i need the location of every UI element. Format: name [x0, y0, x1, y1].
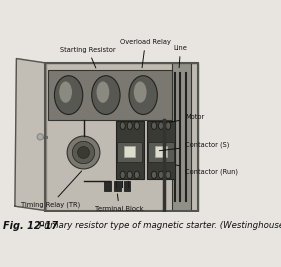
Ellipse shape: [151, 122, 157, 129]
Text: Fig. 12-17: Fig. 12-17: [3, 221, 58, 231]
Bar: [115, 121, 144, 179]
Bar: [124, 146, 135, 157]
Bar: [45, 63, 198, 211]
Ellipse shape: [59, 81, 72, 103]
Bar: [155, 146, 167, 157]
Text: Timing Relay (TR): Timing Relay (TR): [21, 171, 82, 208]
Circle shape: [38, 135, 42, 139]
Ellipse shape: [134, 171, 139, 179]
Circle shape: [72, 141, 95, 164]
Polygon shape: [45, 63, 46, 211]
Text: Contactor (Run): Contactor (Run): [176, 165, 238, 175]
Ellipse shape: [134, 81, 147, 103]
Polygon shape: [15, 58, 46, 211]
Ellipse shape: [166, 122, 171, 129]
Bar: [45, 63, 198, 211]
Ellipse shape: [158, 122, 164, 129]
Bar: [124, 181, 130, 191]
Ellipse shape: [92, 76, 120, 115]
Bar: [114, 181, 121, 191]
Ellipse shape: [97, 81, 109, 103]
Circle shape: [37, 134, 43, 140]
Text: Line: Line: [173, 45, 187, 68]
Ellipse shape: [129, 76, 157, 115]
Circle shape: [78, 147, 89, 159]
Ellipse shape: [127, 122, 132, 129]
Bar: [147, 121, 175, 179]
Text: Motor: Motor: [171, 115, 204, 122]
Ellipse shape: [151, 171, 157, 179]
Text: Starting Resistor: Starting Resistor: [60, 47, 116, 68]
Bar: [117, 142, 142, 162]
Ellipse shape: [120, 171, 125, 179]
Bar: [105, 181, 111, 191]
Ellipse shape: [127, 171, 132, 179]
Bar: [0, 212, 210, 233]
Circle shape: [67, 136, 100, 169]
Ellipse shape: [134, 122, 139, 129]
Text: Primary resistor type of magnetic starter. (Westinghouse): Primary resistor type of magnetic starte…: [39, 221, 281, 230]
Bar: [148, 142, 174, 162]
Text: Overload Relay: Overload Relay: [120, 39, 171, 68]
Ellipse shape: [120, 122, 125, 129]
Ellipse shape: [55, 76, 83, 115]
Text: Terminal Block: Terminal Block: [95, 194, 144, 212]
Text: Contactor (S): Contactor (S): [159, 142, 229, 151]
Ellipse shape: [158, 171, 164, 179]
Bar: [171, 63, 191, 211]
Bar: [48, 70, 173, 120]
Ellipse shape: [166, 171, 171, 179]
